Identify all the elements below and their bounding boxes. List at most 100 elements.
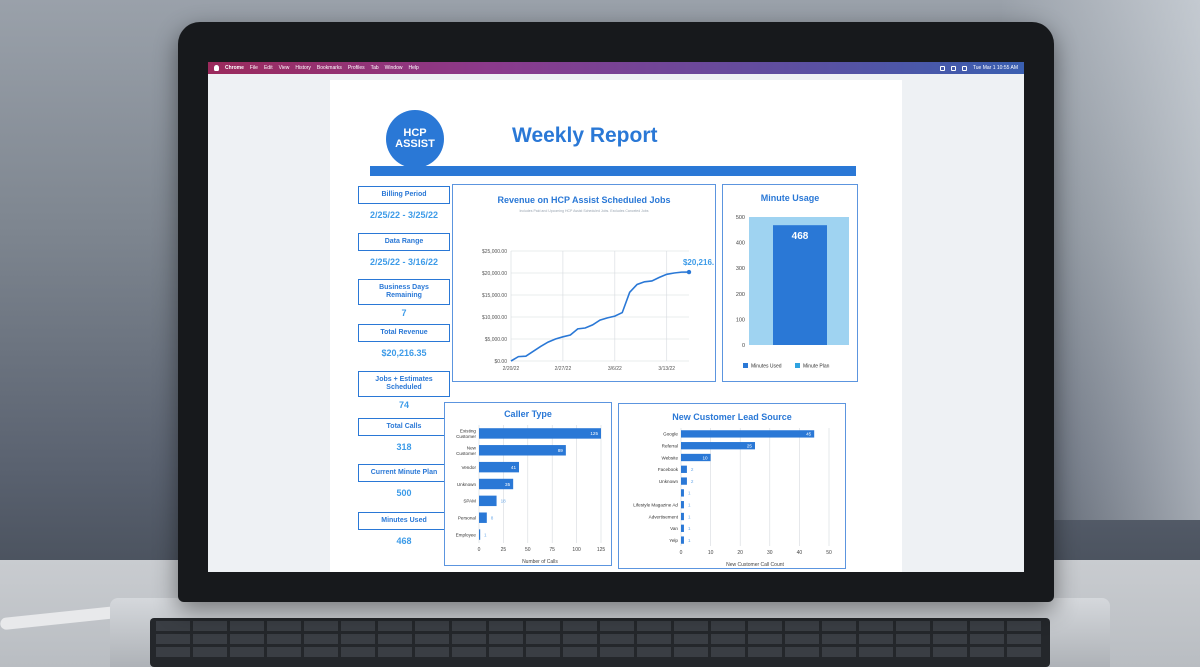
menu-file[interactable]: File (249, 65, 258, 71)
menu-tab[interactable]: Tab (370, 65, 379, 71)
bar (479, 495, 497, 507)
keyboard (150, 618, 1050, 667)
report-page: HCP ASSIST Weekly Report Billing Period … (330, 80, 902, 572)
x-tick-label: 50 (826, 550, 832, 556)
bar (479, 428, 601, 439)
y-tick-label: 100 (736, 317, 745, 323)
minutes-used-bar (773, 225, 827, 345)
x-tick-label: 0 (680, 550, 683, 556)
legend-label-minute-plan: Minute Plan (803, 364, 830, 370)
x-tick-label: 30 (767, 550, 773, 556)
legend-label-minutes-used: Minutes Used (751, 364, 782, 370)
kpi-business-days: Business Days Remaining 7 (358, 279, 450, 318)
bar-value-label: 2 (691, 479, 694, 484)
kpi-value: 2/25/22 - 3/16/22 (369, 257, 439, 267)
category-label: Yelp (669, 538, 678, 543)
kpi-value: 318 (396, 442, 412, 452)
category-label: SPAM (463, 499, 476, 504)
y-tick-label: 0 (742, 343, 745, 349)
x-tick-label: 25 (501, 547, 507, 553)
category-label: Google (663, 432, 678, 437)
logo-line-1: HCP (403, 127, 427, 139)
category-label: Existing (460, 428, 477, 433)
bar-value-label: 10 (702, 455, 708, 460)
bar (681, 430, 815, 438)
bar-value-label: 1 (688, 491, 691, 496)
kpi-value: 2/25/22 - 3/25/22 (369, 210, 439, 220)
y-tick-label: $0.00 (494, 359, 507, 365)
category-label: Vendor (461, 465, 476, 470)
x-tick-label: 3/6/22 (608, 366, 622, 372)
kpi-label: Business Days Remaining (358, 279, 450, 305)
category-label: Facebook (658, 467, 679, 472)
hcp-assist-logo: HCP ASSIST (386, 110, 444, 168)
x-axis-title: New Customer Call Count (726, 562, 784, 568)
caller-type-panel: Caller Type 0 25 50 75 100 125 Number of Calls… (444, 402, 612, 566)
menu-window[interactable]: Window (384, 65, 403, 71)
menu-view[interactable]: View (278, 65, 290, 71)
revenue-end-label: $20,216.35 (683, 258, 714, 267)
report-title: Weekly Report (512, 124, 658, 147)
x-tick-label: 2/27/22 (555, 366, 572, 372)
bar-value-label: 1 (688, 526, 691, 531)
y-tick-label: $10,000.00 (482, 315, 507, 321)
menu-history[interactable]: History (295, 65, 311, 71)
lead-source-title: New Customer Lead Source (672, 412, 792, 422)
status-tray-icon[interactable] (939, 65, 945, 71)
apple-icon[interactable] (214, 65, 219, 71)
category-label: Unknown (457, 482, 477, 487)
category-label: New (467, 445, 477, 450)
y-tick-label: 400 (736, 241, 745, 247)
bar-value-label: 1 (688, 514, 691, 519)
mac-menubar: Chrome File Edit View History Bookmarks … (208, 62, 1024, 74)
kpi-value: $20,216.35 (381, 348, 427, 358)
y-tick-label: $5,000.00 (485, 337, 507, 343)
x-tick-label: 75 (549, 547, 555, 553)
logo-line-2: ASSIST (395, 138, 435, 150)
kpi-label: Data Range (358, 233, 450, 251)
kpi-label: Jobs + Estimates Scheduled (358, 371, 450, 397)
bar-value-label: 8 (491, 516, 494, 521)
category-label: Personal (458, 516, 476, 521)
x-tick-label: 10 (708, 550, 714, 556)
lead-source-panel: New Customer Lead Source 0 10 20 30 40 50 New … (618, 403, 846, 569)
menu-edit[interactable]: Edit (263, 65, 273, 71)
bar-value-label: 89 (558, 448, 564, 453)
revenue-chart-panel: Revenue on HCP Assist Scheduled Jobs Inc… (452, 184, 716, 382)
kpi-jobs-estimates: Jobs + Estimates Scheduled 74 (358, 371, 450, 410)
kpi-total-calls: Total Calls 318 (358, 418, 450, 452)
x-tick-label: 3/13/22 (658, 366, 675, 372)
x-axis-title: Number of Calls (522, 559, 558, 565)
bar (681, 536, 684, 544)
revenue-chart-title: Revenue on HCP Assist Scheduled Jobs (497, 195, 671, 205)
x-tick-label: 0 (478, 547, 481, 553)
x-tick-label: 100 (572, 547, 581, 553)
menu-profiles[interactable]: Profiles (347, 65, 365, 71)
kpi-label: Billing Period (358, 186, 450, 204)
kpi-total-revenue: Total Revenue $20,216.35 (358, 324, 450, 358)
x-tick-label: 40 (797, 550, 803, 556)
y-tick-label: 200 (736, 292, 745, 298)
bar (479, 529, 481, 540)
y-tick-label: $20,000.00 (482, 271, 507, 277)
bar (479, 512, 487, 523)
minutes-used-bar-label: 468 (792, 231, 809, 242)
bar-value-label: 125 (590, 431, 598, 436)
bar-value-label: 1 (688, 503, 691, 508)
battery-icon[interactable] (961, 65, 967, 71)
kpi-minutes-used: Minutes Used 468 (358, 512, 450, 546)
wifi-icon[interactable] (950, 65, 956, 71)
kpi-label: Total Calls (358, 418, 450, 436)
bar (681, 524, 684, 532)
bar (681, 512, 684, 521)
legend-swatch-minutes-used (743, 363, 748, 368)
menu-bookmarks[interactable]: Bookmarks (316, 65, 342, 71)
kpi-value: 74 (398, 400, 409, 410)
minute-usage-title: Minute Usage (760, 193, 820, 203)
menubar-clock[interactable]: Tue Mar 1 10:55 AM (972, 65, 1018, 71)
kpi-value: 500 (396, 488, 412, 498)
menubar-app-name[interactable]: Chrome (225, 65, 244, 71)
menu-help[interactable]: Help (408, 65, 419, 71)
kpi-value: 468 (396, 536, 412, 546)
category-label: Employee (456, 532, 477, 537)
